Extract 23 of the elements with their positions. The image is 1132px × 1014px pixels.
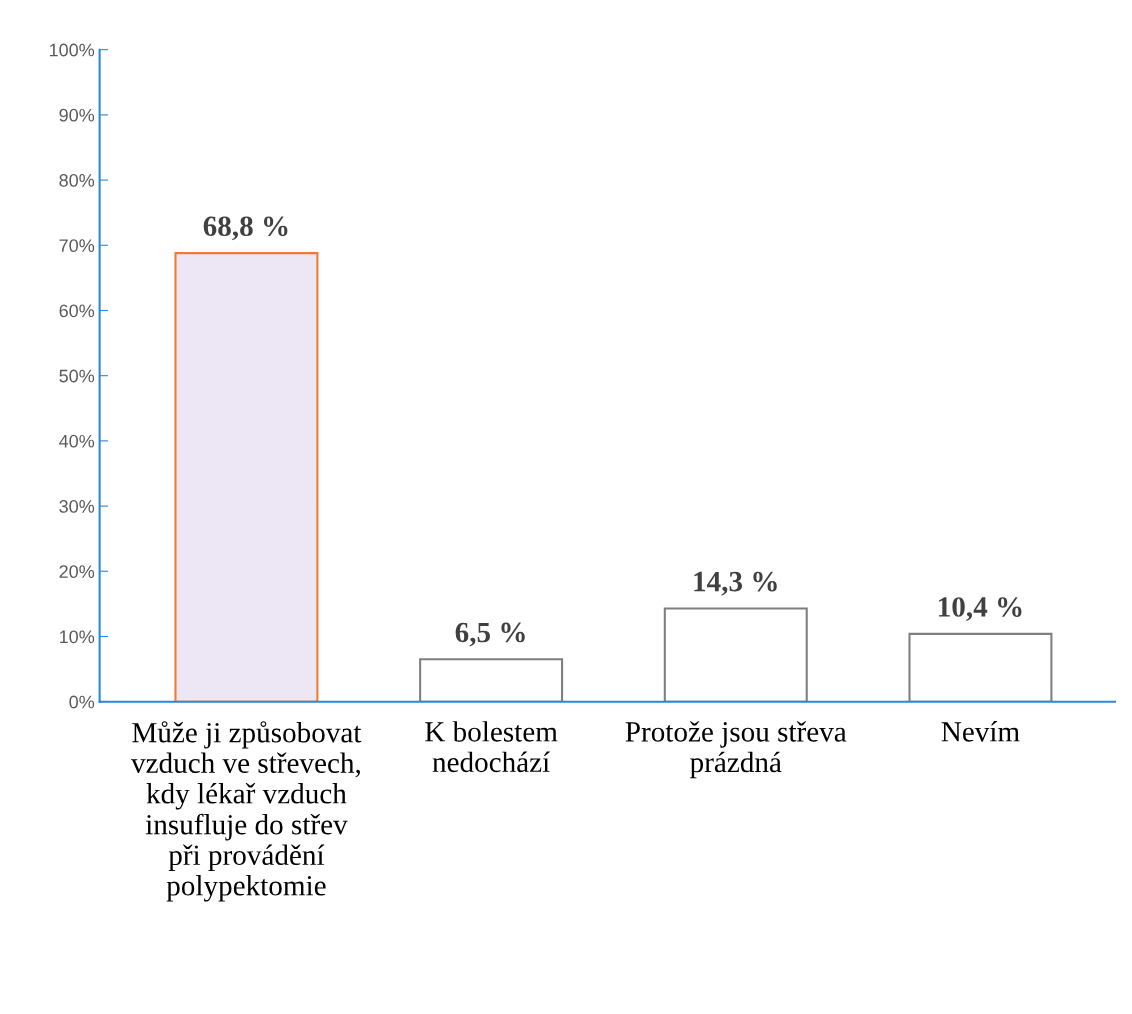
y-tick-label: 90%	[59, 108, 95, 122]
y-tick-label: 60%	[59, 304, 95, 318]
y-tick-label: 70%	[59, 239, 95, 253]
y-tick-label: 20%	[59, 565, 95, 579]
y-tick-label: 100%	[49, 43, 95, 57]
bar	[663, 607, 808, 702]
bar	[419, 658, 564, 702]
x-tick-label: Nevím	[941, 721, 1020, 742]
y-tick-label: 50%	[59, 369, 95, 383]
y-tick-label: 0%	[69, 695, 95, 709]
x-tick-label: Protože jsou střeva prázdná	[625, 721, 847, 779]
data-label: 68,8 %	[203, 216, 288, 241]
x-tick-label: Může ji způsobovat vzduch ve střevech, kdy lékař vzduch insufluje do střev při provádění polypektomie	[131, 721, 362, 902]
data-label: 10,4 %	[939, 597, 1022, 622]
bar	[174, 252, 319, 702]
x-tick-label: K bolestem nedochází	[425, 721, 558, 773]
bar	[908, 632, 1053, 702]
y-tick-label: 30%	[59, 500, 95, 513]
y-tick-label: 10%	[60, 630, 95, 644]
data-label: 14,3 %	[694, 571, 777, 596]
y-tick-label: 40%	[59, 434, 95, 448]
data-label: 6,5 %	[455, 622, 525, 647]
y-tick-label: 80%	[59, 174, 95, 187]
